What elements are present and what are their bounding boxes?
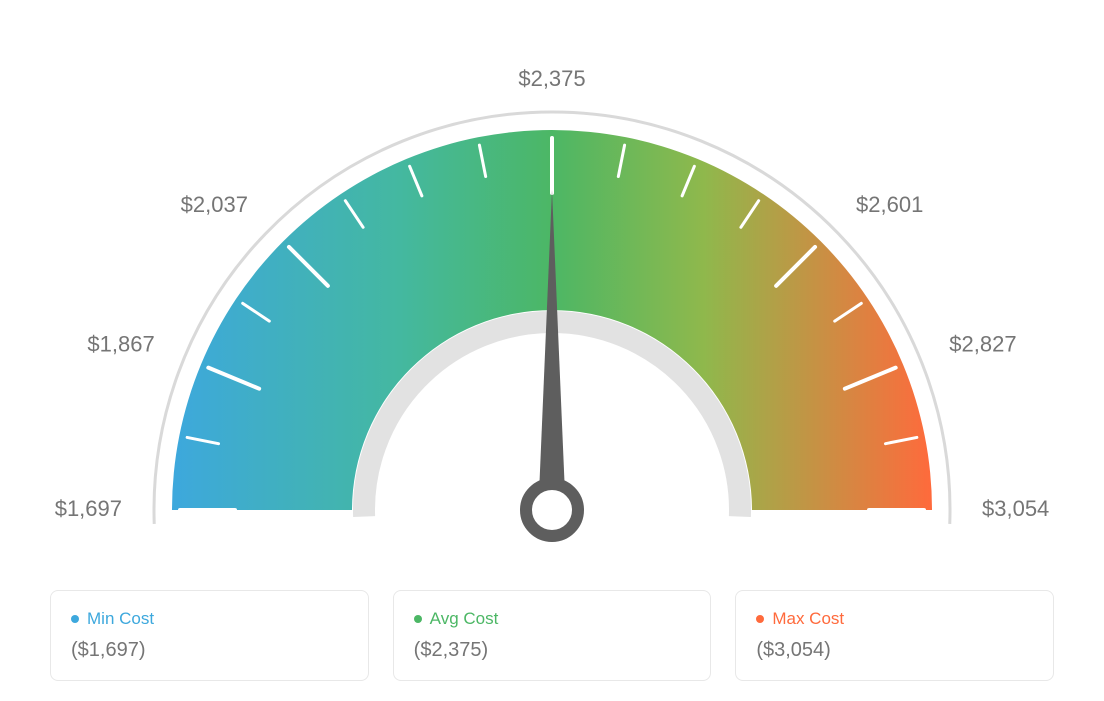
max-dot-icon [756, 615, 764, 623]
min-cost-label: Min Cost [87, 609, 154, 629]
gauge-tick-label: $2,375 [518, 66, 585, 91]
gauge-tick-label: $2,827 [949, 331, 1016, 356]
gauge-tick-label: $2,601 [856, 192, 923, 217]
avg-dot-icon [414, 615, 422, 623]
max-cost-label-row: Max Cost [756, 609, 1033, 629]
gauge-tick-label: $3,054 [982, 496, 1049, 521]
avg-cost-label-row: Avg Cost [414, 609, 691, 629]
gauge-svg: $1,697 $1,867 $2,037 $2,375 $2,601 $2,827 $3,0… [30, 20, 1074, 560]
max-cost-card: Max Cost ($3,054) [735, 590, 1054, 681]
min-cost-value: ($1,697) [71, 639, 348, 662]
min-cost-card: Min Cost ($1,697) [50, 590, 369, 681]
max-cost-value: ($3,054) [756, 639, 1033, 662]
avg-cost-value: ($2,375) [414, 639, 691, 662]
gauge-tick-label: $2,037 [181, 192, 248, 217]
gauge-tick-label: $1,867 [87, 331, 154, 356]
avg-cost-card: Avg Cost ($2,375) [393, 590, 712, 681]
min-dot-icon [71, 615, 79, 623]
gauge-needle-hub [526, 484, 578, 536]
cost-cards-row: Min Cost ($1,697) Avg Cost ($2,375) Max … [20, 590, 1084, 681]
min-cost-label-row: Min Cost [71, 609, 348, 629]
gauge-tick-label: $1,697 [55, 496, 122, 521]
avg-cost-label: Avg Cost [430, 609, 499, 629]
gauge-chart: $1,697 $1,867 $2,037 $2,375 $2,601 $2,827 $3,0… [20, 20, 1084, 560]
max-cost-label: Max Cost [772, 609, 844, 629]
